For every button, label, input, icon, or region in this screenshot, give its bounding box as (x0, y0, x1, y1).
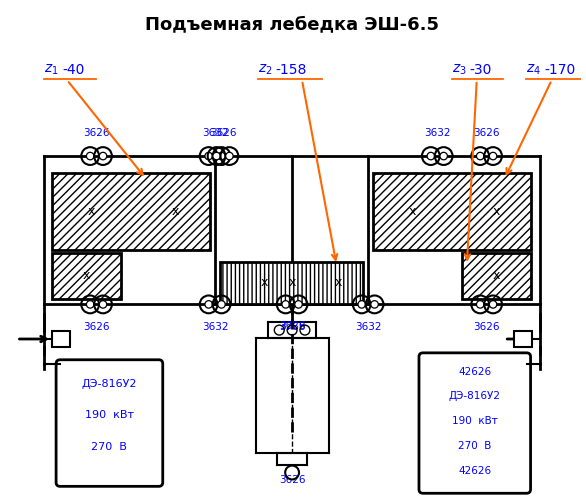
Text: Подъемная лебедка ЭШ-6.5: Подъемная лебедка ЭШ-6.5 (145, 16, 439, 34)
Text: $z_4$: $z_4$ (526, 63, 541, 77)
Circle shape (282, 300, 289, 308)
Text: 3626: 3626 (473, 128, 500, 138)
Bar (373, 173, 531, 250)
Circle shape (358, 300, 366, 308)
Text: ДЭ-816У2: ДЭ-816У2 (449, 392, 501, 402)
Circle shape (213, 152, 220, 160)
Text: 270  В: 270 В (91, 442, 127, 452)
Text: 270  В: 270 В (458, 441, 492, 451)
Circle shape (476, 152, 484, 160)
Text: 3626: 3626 (279, 476, 305, 486)
Text: ДЭ-816У2: ДЭ-816У2 (81, 378, 137, 388)
Text: $z_2$: $z_2$ (257, 63, 272, 77)
Text: x: x (409, 205, 416, 218)
Text: x: x (288, 276, 296, 289)
Text: 3626: 3626 (83, 128, 110, 138)
Bar (462, 253, 531, 300)
Text: 3626: 3626 (279, 321, 305, 331)
Text: 3626: 3626 (210, 128, 236, 138)
Text: x: x (88, 205, 96, 218)
Circle shape (371, 300, 379, 308)
Text: 3632: 3632 (202, 128, 229, 138)
Circle shape (99, 300, 107, 308)
Text: -170: -170 (544, 63, 575, 77)
Circle shape (86, 300, 94, 308)
Circle shape (205, 300, 212, 308)
Circle shape (218, 152, 225, 160)
Circle shape (489, 152, 497, 160)
Text: 190  кВт: 190 кВт (85, 410, 134, 420)
Text: $z_1$: $z_1$ (45, 63, 59, 77)
Text: x: x (493, 269, 500, 282)
Circle shape (226, 152, 233, 160)
Circle shape (218, 300, 225, 308)
Text: 3768: 3768 (279, 322, 305, 332)
Text: 42626: 42626 (458, 366, 491, 376)
Text: x: x (83, 269, 90, 282)
FancyBboxPatch shape (419, 353, 530, 494)
Bar (515, 331, 532, 347)
Bar (220, 262, 363, 304)
Text: 42626: 42626 (458, 466, 491, 475)
Bar (52, 173, 210, 250)
Text: x: x (261, 276, 268, 289)
Text: 190  кВт: 190 кВт (452, 416, 498, 426)
Text: 3626: 3626 (83, 322, 110, 332)
Text: 3632: 3632 (202, 322, 229, 332)
Circle shape (489, 300, 497, 308)
Bar (52, 253, 121, 300)
Circle shape (440, 152, 447, 160)
Text: -40: -40 (62, 63, 84, 77)
Circle shape (295, 300, 302, 308)
Text: -158: -158 (275, 63, 306, 77)
Text: 3626: 3626 (473, 322, 500, 332)
Text: 3632: 3632 (424, 128, 451, 138)
Text: x: x (335, 276, 342, 289)
Text: 3632: 3632 (355, 322, 381, 332)
Bar (52, 331, 70, 347)
Circle shape (99, 152, 107, 160)
Text: $z_3$: $z_3$ (452, 63, 467, 77)
FancyBboxPatch shape (56, 360, 163, 486)
Text: x: x (172, 205, 179, 218)
Circle shape (86, 152, 94, 160)
Text: -30: -30 (470, 63, 492, 77)
Circle shape (205, 152, 212, 160)
Circle shape (427, 152, 435, 160)
Circle shape (476, 300, 484, 308)
Text: x: x (493, 205, 500, 218)
